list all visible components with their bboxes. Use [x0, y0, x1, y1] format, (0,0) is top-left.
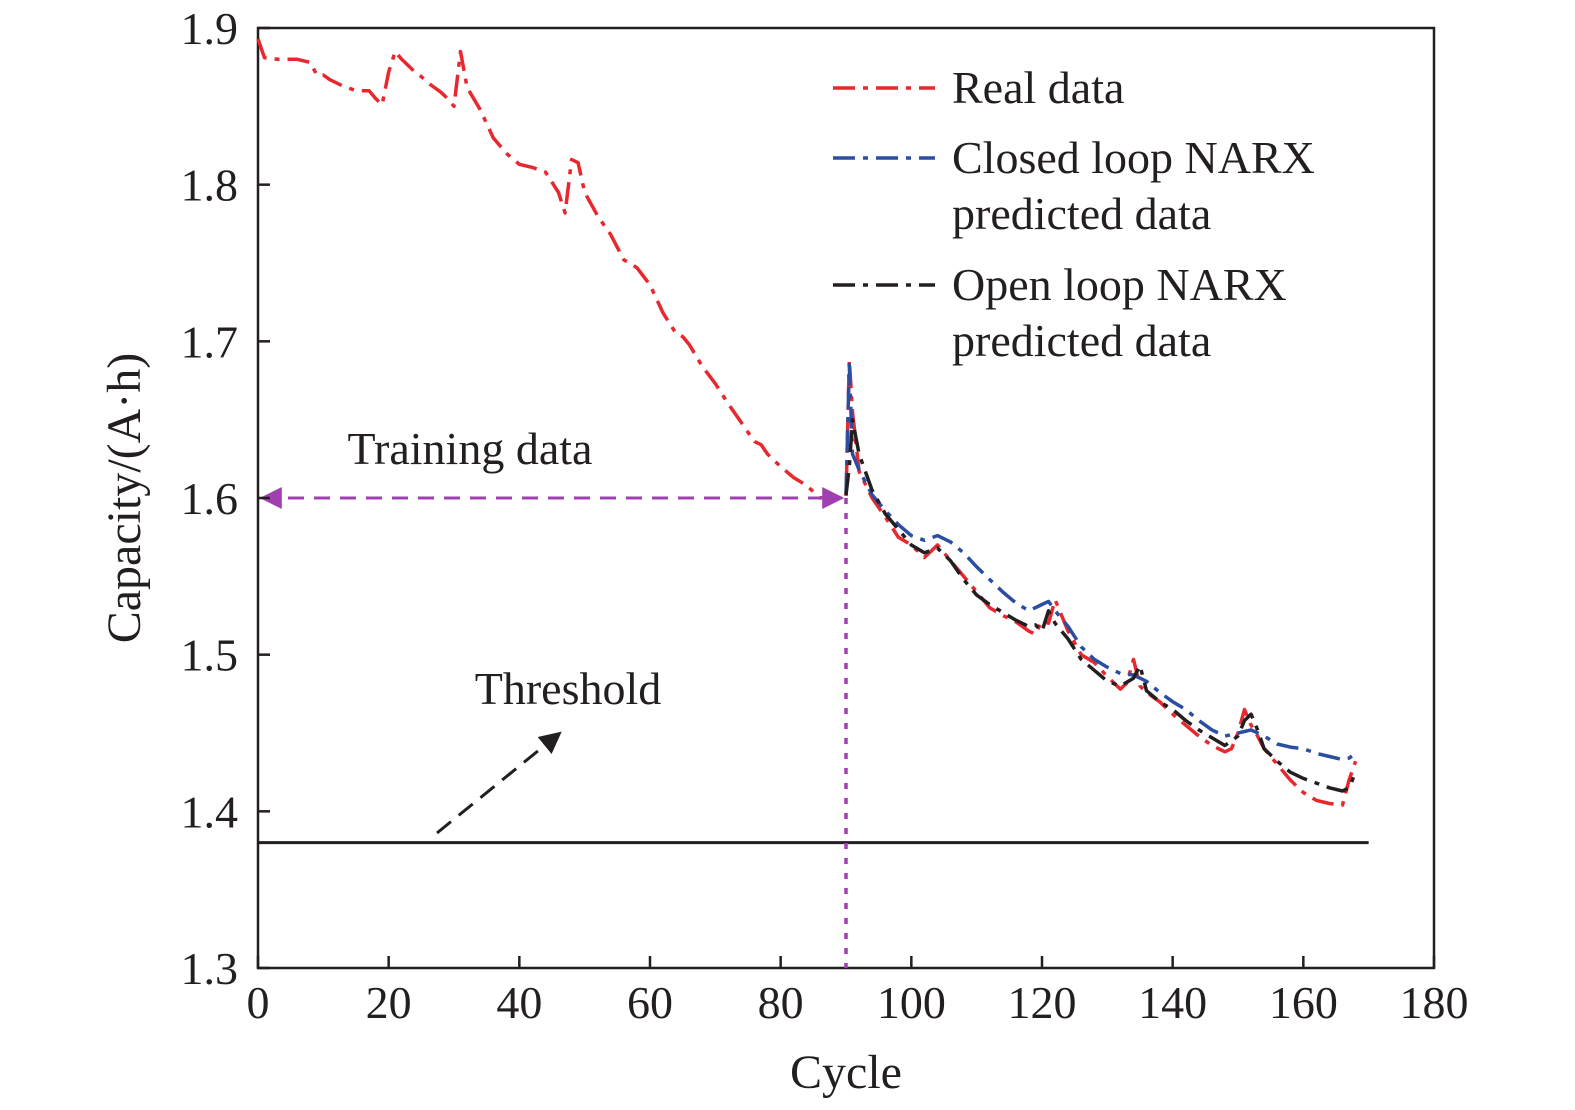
series-line-3 [844, 417, 1358, 793]
y-tick-label: 1.4 [181, 786, 239, 837]
x-tick-label: 60 [627, 977, 673, 1028]
x-tick-label: 140 [1138, 977, 1207, 1028]
legend-label: Open loop NARX [952, 259, 1287, 310]
x-tick-label: 100 [877, 977, 946, 1028]
y-tick-label: 1.5 [181, 630, 239, 681]
y-axis-label: Capacity/(A·h) [98, 353, 151, 644]
series-line-2 [844, 363, 1357, 762]
legend-label: Real data [952, 62, 1124, 113]
x-tick-label: 80 [758, 977, 804, 1028]
y-tick-label: 1.7 [181, 316, 239, 367]
series-group [256, 38, 1358, 807]
x-tick-label: 40 [496, 977, 542, 1028]
annotations: Training data Threshold [258, 423, 1369, 968]
x-tick-label: 160 [1269, 977, 1338, 1028]
x-tick-label: 20 [366, 977, 412, 1028]
y-tick-label: 1.8 [181, 160, 239, 211]
y-tick-label: 1.3 [181, 943, 239, 994]
x-tick-label: 120 [1008, 977, 1077, 1028]
y-tick-label: 1.9 [181, 3, 239, 54]
legend-label: predicted data [952, 188, 1211, 239]
y-tick-label: 1.6 [181, 473, 239, 524]
training-data-label: Training data [348, 423, 593, 474]
legend-label: Closed loop NARX [952, 132, 1315, 183]
x-tick-label: 180 [1400, 977, 1469, 1028]
axes: Cycle Capacity/(A·h) 0 20 40 60 80 100 120 140 1… [98, 3, 1469, 1099]
x-tick-label: 0 [247, 977, 270, 1028]
threshold-arrow [436, 731, 562, 835]
legend-label: predicted data [952, 315, 1211, 366]
threshold-label: Threshold [475, 663, 662, 714]
x-axis-label: Cycle [790, 1046, 902, 1099]
series-line-1 [256, 38, 1358, 807]
